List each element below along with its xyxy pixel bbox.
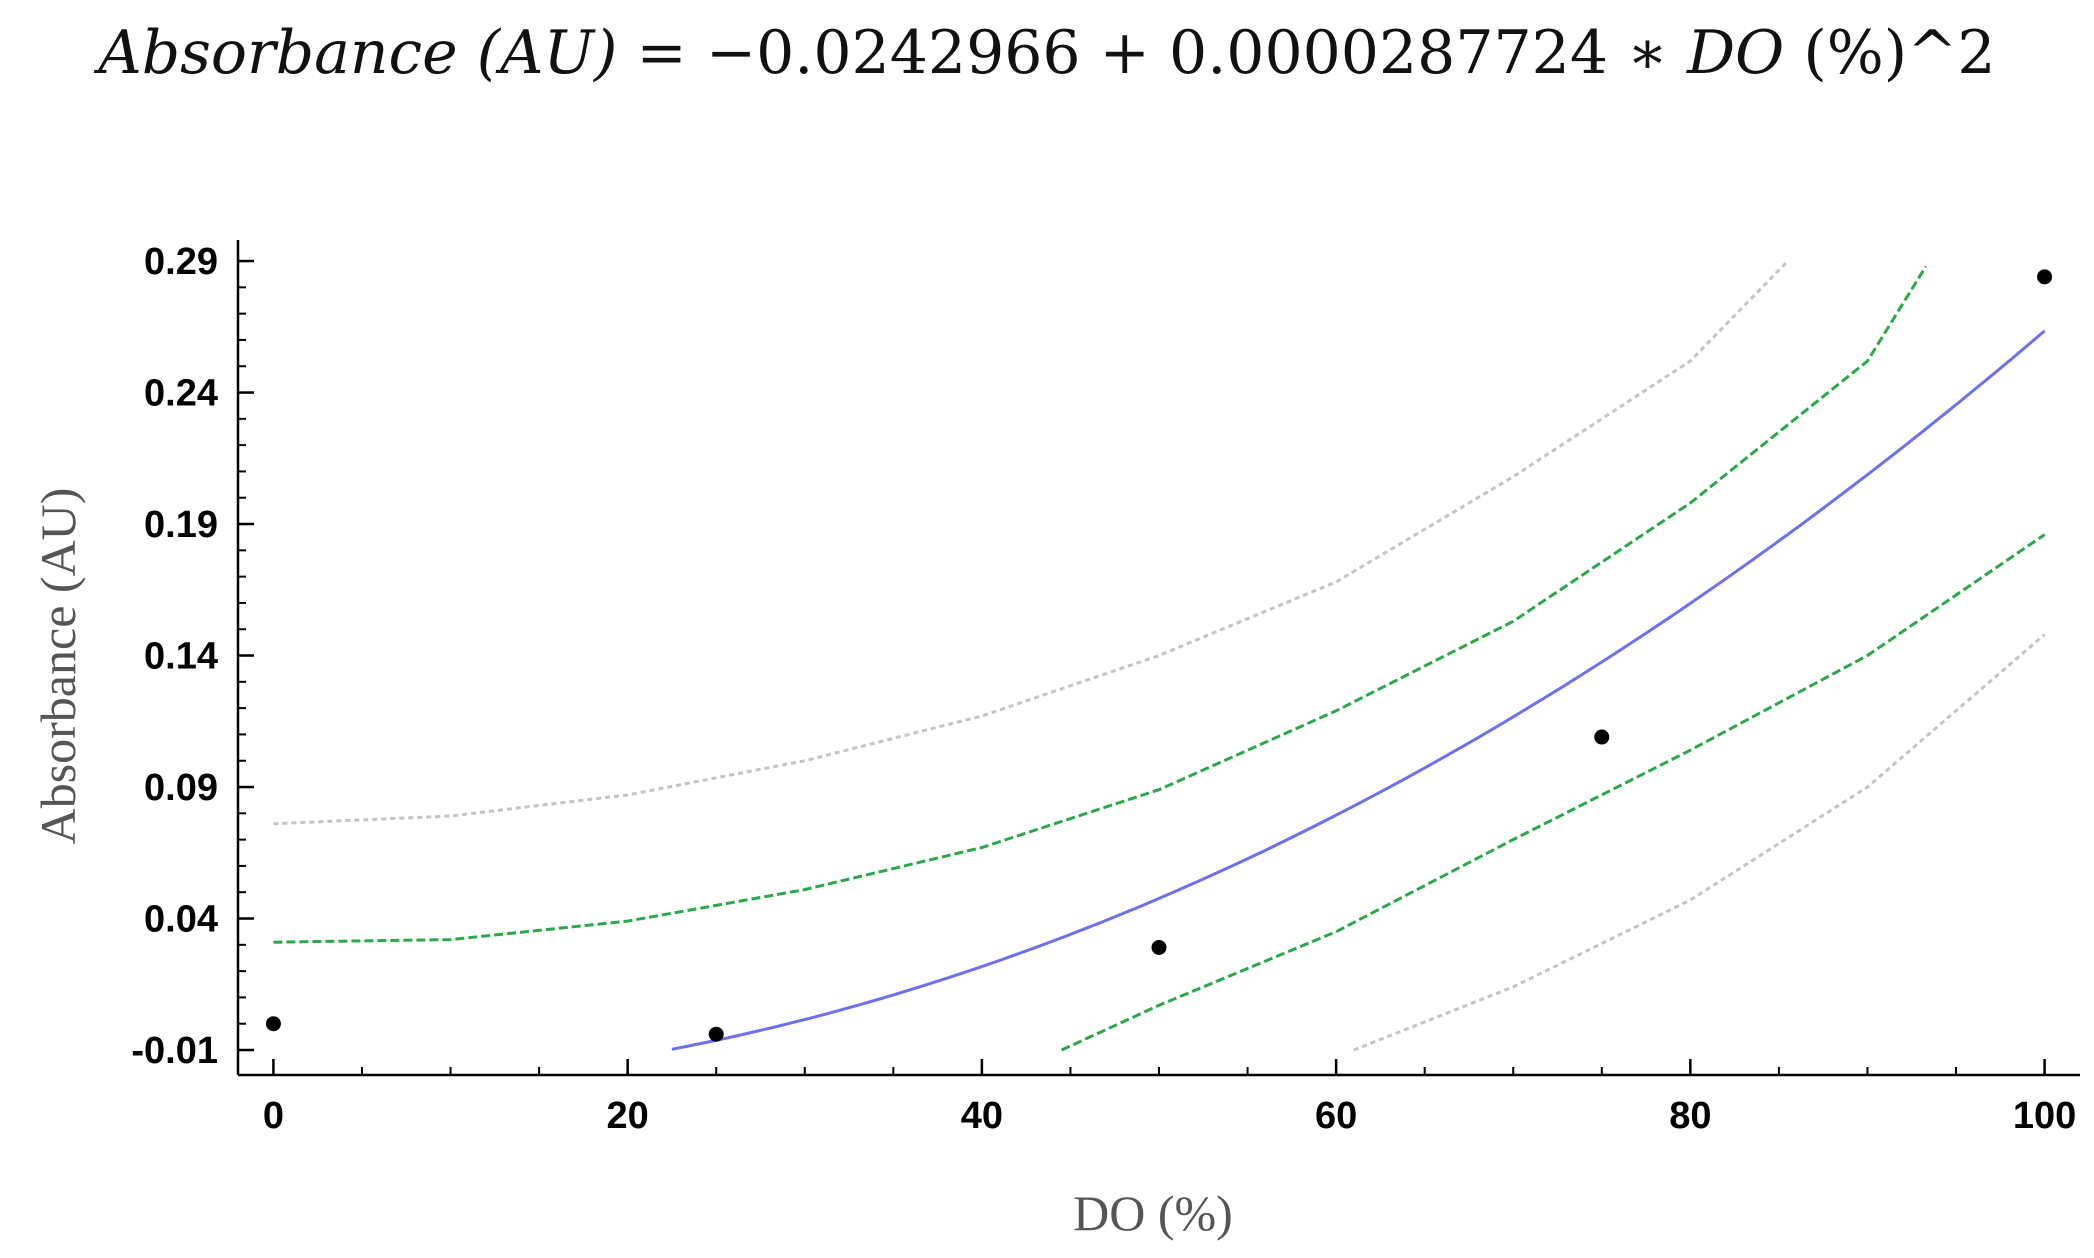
x-tick-label: 0: [263, 1095, 284, 1137]
data-point: [2037, 269, 2053, 285]
fit-equation: Absorbance (AU) = −0.0242966 + 0.0000287…: [0, 18, 2094, 88]
fitted-curve: [671, 329, 2046, 1051]
x-tick-label: 60: [1315, 1095, 1357, 1137]
confidence-band-upper: [273, 265, 1928, 944]
y-axis-title: Absorbance (AU): [30, 488, 86, 845]
prediction-band-lower: [1353, 633, 2046, 1052]
y-tick-label: 0.04: [144, 899, 218, 941]
fit-layer: [671, 329, 2046, 1051]
y-tick-label: 0.29: [144, 241, 218, 283]
data-point: [1594, 729, 1610, 745]
bands-layer: [273, 259, 2046, 1052]
y-tick-label: 0.14: [144, 636, 218, 678]
data-point: [1151, 939, 1167, 955]
x-tick-label: 100: [2013, 1095, 2076, 1137]
x-axis-title: DO (%): [1073, 1185, 1233, 1241]
points-layer: [265, 269, 2053, 1042]
y-tick-label: 0.24: [144, 373, 218, 415]
data-point: [708, 1026, 724, 1042]
y-tick-label: 0.19: [144, 504, 218, 546]
x-tick-label: 80: [1669, 1095, 1711, 1137]
prediction-band-upper: [273, 259, 1789, 826]
equation-equals: =: [617, 18, 706, 88]
y-tick-label: 0.09: [144, 767, 218, 809]
x-tick-label: 20: [607, 1095, 649, 1137]
equation-constant: −0.0242966: [705, 18, 1081, 88]
equation-plus: +: [1080, 18, 1170, 88]
equation-times: ∗: [1608, 18, 1687, 88]
axes-layer: 0 20 40 60 80 100 -0.01 0.04 0.09 0.14 0.19 0.24 0.2…: [131, 240, 2080, 1137]
equation-tail: (%)^2: [1784, 18, 1996, 88]
equation-variable: DO: [1686, 18, 1785, 88]
data-point: [265, 1016, 281, 1032]
x-tick-label: 40: [961, 1095, 1003, 1137]
y-tick-label: -0.01: [131, 1030, 218, 1072]
equation-lhs: Absorbance (AU): [98, 18, 618, 88]
confidence-band-lower: [1060, 533, 2046, 1052]
equation-coefficient: 0.0000287724: [1169, 18, 1609, 88]
